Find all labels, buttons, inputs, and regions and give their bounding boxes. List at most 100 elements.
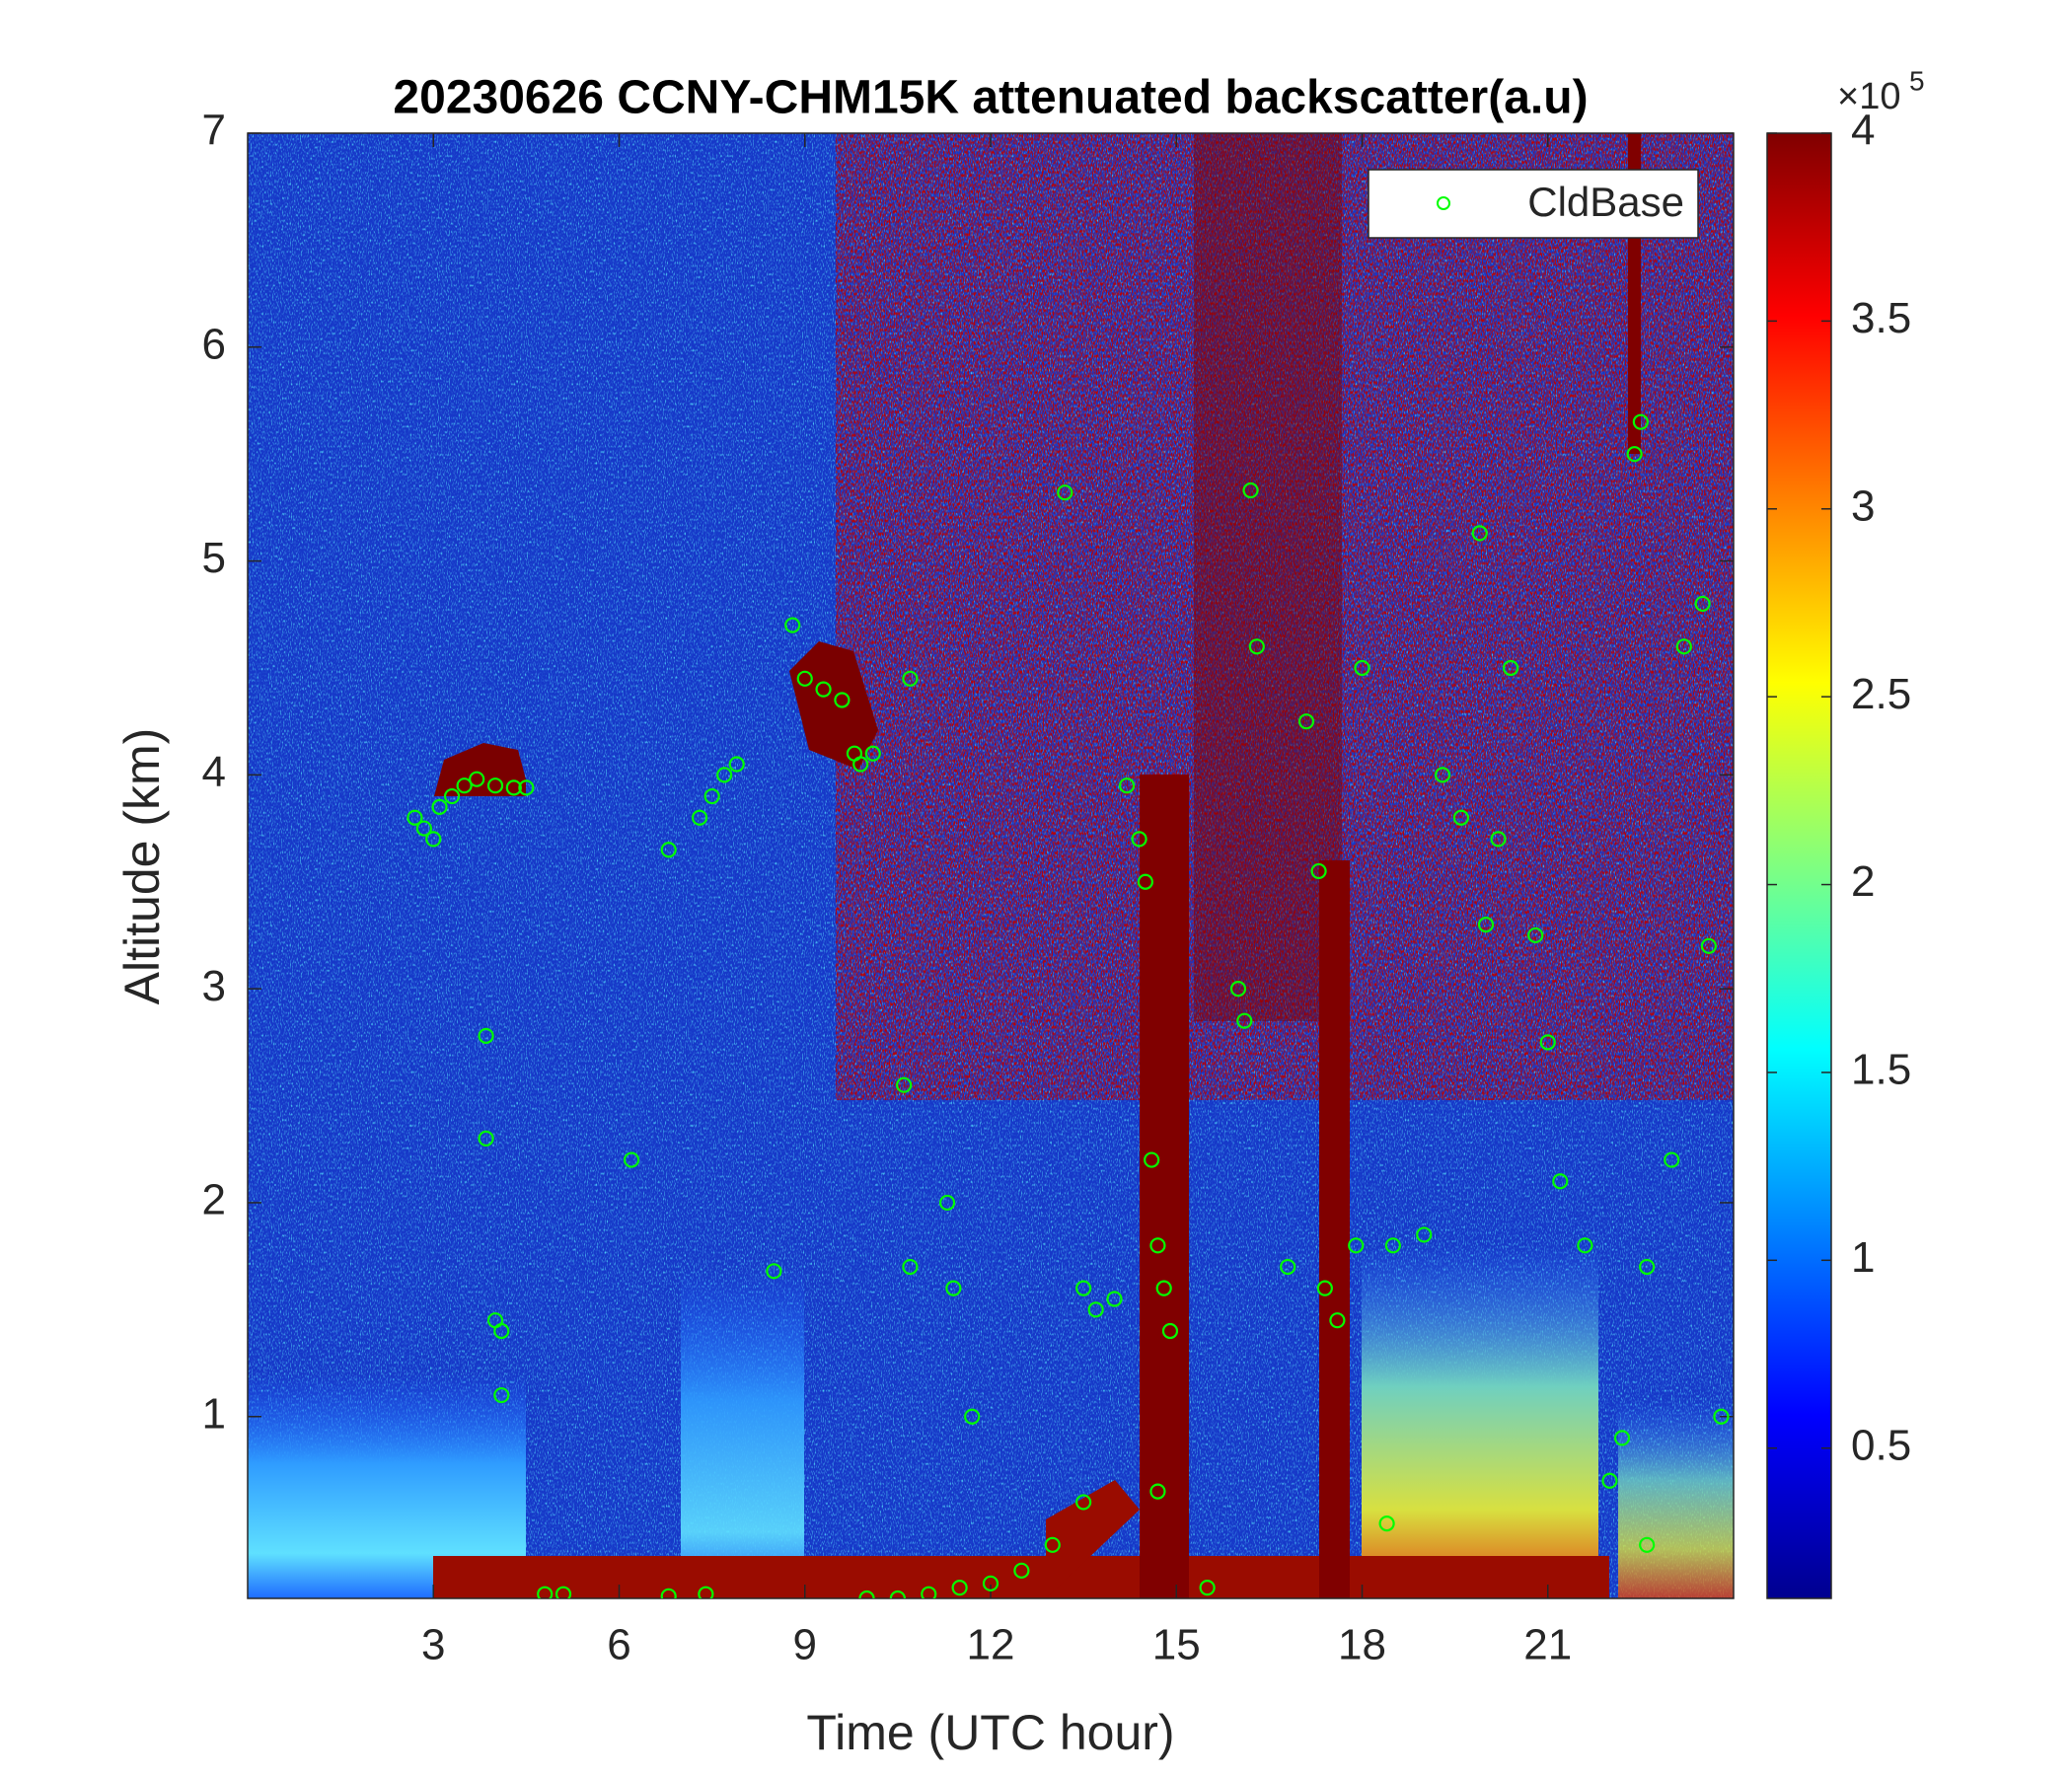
cloud-base-point bbox=[415, 820, 432, 837]
cloud-base-point bbox=[456, 777, 473, 794]
cloud-base-point bbox=[1144, 1151, 1160, 1168]
legend: CldBase bbox=[1368, 169, 1699, 239]
cloud-base-point bbox=[1639, 1536, 1656, 1553]
cloud-base-point bbox=[1075, 1494, 1092, 1511]
cloud-base-point bbox=[1137, 873, 1153, 890]
cloud-base-point bbox=[1639, 1258, 1656, 1276]
cloud-base-point bbox=[921, 1586, 937, 1598]
colorbar-exponent: 5 bbox=[1909, 65, 1925, 96]
colorbar-multiplier: ×10 bbox=[1837, 76, 1900, 117]
y-tick-label: 7 bbox=[202, 107, 226, 155]
cloud-base-point bbox=[858, 1590, 875, 1598]
cloud-base-point bbox=[1013, 1562, 1030, 1579]
cloud-base-point bbox=[1416, 1226, 1433, 1243]
x-tick-label: 12 bbox=[967, 1621, 1015, 1669]
colorbar-tick-label: 2.5 bbox=[1851, 670, 1911, 718]
cloud-base-point bbox=[1242, 481, 1259, 499]
cloud-base-point bbox=[1700, 937, 1718, 954]
cloud-base-point bbox=[691, 809, 708, 826]
cloud-base-point bbox=[1354, 659, 1370, 677]
cloud-base-point bbox=[815, 681, 832, 698]
cloud-base-point bbox=[784, 617, 801, 633]
cloud-base-point bbox=[902, 1258, 919, 1276]
cloud-base-point bbox=[796, 670, 813, 687]
cloud-base-point bbox=[1155, 1280, 1172, 1296]
cloud-base-point bbox=[1229, 981, 1247, 998]
cloud-base-point bbox=[1552, 1173, 1569, 1190]
legend-label: CldBase bbox=[1527, 179, 1684, 225]
colorbar-tick-label: 2 bbox=[1851, 857, 1875, 906]
x-tick-label: 3 bbox=[421, 1621, 445, 1669]
cloud-base-point bbox=[964, 1408, 981, 1425]
cloud-base-point bbox=[1601, 1472, 1618, 1489]
colorbar bbox=[1766, 132, 1832, 1599]
cloud-base-point bbox=[537, 1586, 554, 1598]
cloud-base-point bbox=[1149, 1237, 1166, 1254]
cloud-base-point bbox=[703, 787, 720, 805]
cloud-base-point bbox=[1118, 777, 1136, 794]
cloud-base-point bbox=[486, 777, 504, 794]
cloud-base-point bbox=[493, 1322, 510, 1340]
colorbar-tick-label: 4 bbox=[1851, 107, 1875, 155]
cloud-base-point bbox=[951, 1580, 968, 1596]
cloud-base-point bbox=[1502, 659, 1519, 677]
colorbar-tick-label: 1.5 bbox=[1851, 1046, 1911, 1094]
cloud-base-point bbox=[1131, 831, 1147, 848]
cloud-base-point bbox=[1632, 413, 1649, 430]
y-tick-label: 1 bbox=[202, 1389, 226, 1438]
cloud-base-point bbox=[478, 1130, 494, 1147]
cloud-base-point bbox=[1613, 1430, 1631, 1446]
cloud-base-point bbox=[469, 771, 485, 787]
cloud-base-point bbox=[698, 1586, 714, 1598]
cloud-base-point bbox=[1490, 831, 1507, 848]
cloud-base-point bbox=[518, 779, 535, 796]
colorbar-tick-label: 3.5 bbox=[1851, 294, 1911, 342]
cloud-base-point bbox=[1075, 1280, 1092, 1296]
cloud-base-point bbox=[1452, 809, 1470, 826]
cloud-base-point bbox=[1626, 446, 1643, 463]
cloud-base-point bbox=[1199, 1580, 1216, 1596]
x-tick-label: 6 bbox=[607, 1621, 630, 1669]
cloud-base-point bbox=[1044, 1536, 1061, 1553]
cloud-base-point bbox=[1378, 1516, 1395, 1532]
cloud-base-point bbox=[889, 1590, 906, 1598]
cloud-base-point bbox=[478, 1027, 494, 1044]
cloud-base-point bbox=[1106, 1291, 1123, 1307]
y-tick-label: 4 bbox=[202, 748, 226, 796]
cloud-base-point bbox=[1675, 638, 1692, 655]
colorbar-tick-label: 0.5 bbox=[1851, 1421, 1911, 1469]
cloud-base-point bbox=[1539, 1034, 1556, 1051]
y-tick-label: 2 bbox=[202, 1176, 226, 1224]
legend-marker bbox=[1437, 196, 1450, 210]
legend-box bbox=[1368, 169, 1699, 239]
cloud-base-point bbox=[1310, 862, 1327, 880]
cloud-base-point bbox=[1280, 1258, 1296, 1276]
cloud-base-point bbox=[766, 1263, 782, 1280]
x-tick-label: 21 bbox=[1523, 1621, 1572, 1669]
cloud-base-point bbox=[425, 831, 442, 848]
cloud-base-point bbox=[1329, 1312, 1346, 1329]
cloud-base-point bbox=[1149, 1483, 1166, 1500]
cloud-base-points bbox=[407, 413, 1730, 1598]
cloud-base-point bbox=[1713, 1408, 1730, 1425]
colorbar-tick-label: 1 bbox=[1851, 1233, 1875, 1282]
cloud-base-point bbox=[896, 1076, 913, 1093]
x-tick-label: 18 bbox=[1338, 1621, 1386, 1669]
cloud-base-point bbox=[1316, 1280, 1333, 1296]
cloud-base-point bbox=[493, 1386, 510, 1404]
cloud-base-point bbox=[1384, 1237, 1401, 1254]
y-tick-label: 6 bbox=[202, 320, 226, 368]
x-axis-label: Time (UTC hour) bbox=[806, 1705, 1174, 1760]
cloud-base-point bbox=[1664, 1151, 1680, 1168]
cloud-base-point bbox=[1434, 767, 1451, 783]
cloud-base-point bbox=[555, 1586, 572, 1598]
x-tick-label: 9 bbox=[793, 1621, 817, 1669]
backscatter-field bbox=[248, 133, 1734, 1598]
x-tick-label: 15 bbox=[1152, 1621, 1201, 1669]
y-axis-label: Altitude (km) bbox=[114, 728, 170, 1005]
cloud-base-point bbox=[902, 670, 919, 687]
cloud-base-point bbox=[1577, 1237, 1593, 1254]
cloud-base-point bbox=[1471, 525, 1488, 542]
chart-title: 20230626 CCNY-CHM15K attenuated backscat… bbox=[393, 72, 1588, 124]
